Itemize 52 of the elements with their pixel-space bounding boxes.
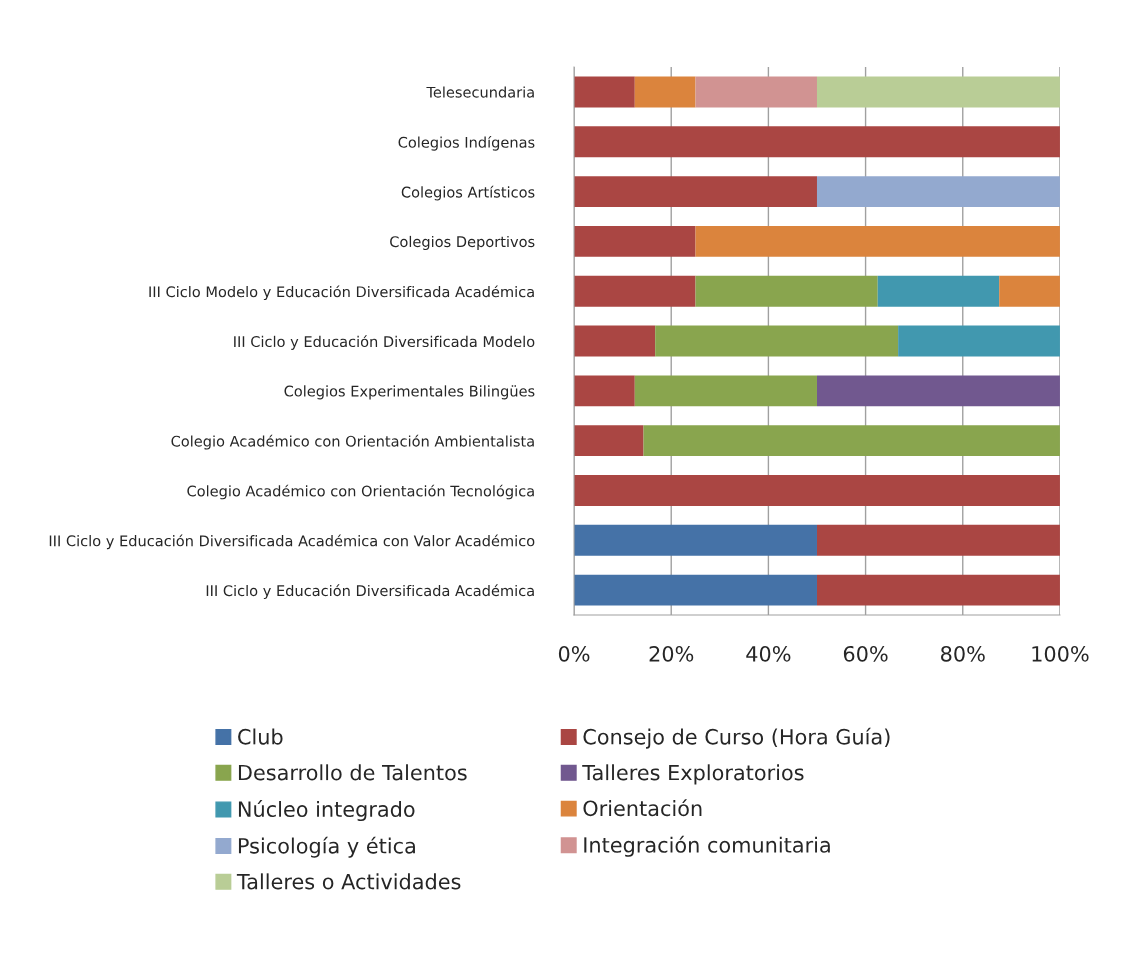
bar bbox=[816, 574, 1060, 606]
x-tick-label: 40% bbox=[746, 645, 791, 662]
y-tick-label: Colegios Deportivos bbox=[390, 235, 535, 250]
bar bbox=[574, 524, 817, 556]
bar bbox=[898, 325, 1060, 357]
bar bbox=[695, 225, 1060, 257]
bar bbox=[574, 475, 1060, 506]
bar bbox=[695, 76, 817, 108]
y-tick-label: Colegios Experimentales Bilingües bbox=[284, 385, 535, 400]
y-tick-label: Colegio Académico con Orientación Tecnológica bbox=[187, 484, 534, 500]
bar bbox=[816, 76, 1060, 108]
y-tick-label: Colegios Indígenas bbox=[398, 135, 535, 151]
bar bbox=[634, 375, 817, 407]
y-tick-label: III Ciclo y Educación Diversificada Académica con Valor Académico bbox=[49, 534, 535, 550]
x-tick-label: 100% bbox=[1032, 645, 1089, 662]
y-tick-label: III Ciclo Modelo y Educación Diversificada Académica bbox=[149, 285, 534, 301]
bar bbox=[816, 524, 1060, 556]
x-tick-label: 20% bbox=[649, 645, 694, 662]
y-tick-label: Colegio Académico con Orientación Ambientalista bbox=[171, 434, 534, 450]
bar bbox=[816, 375, 1060, 407]
bar bbox=[574, 76, 635, 108]
legend-label: Talleres Exploratorios bbox=[582, 764, 804, 785]
bar bbox=[999, 275, 1060, 307]
bar bbox=[574, 126, 1060, 158]
legend-label: Club bbox=[238, 728, 283, 745]
legend-label: Psicología y ética bbox=[238, 836, 415, 858]
legend-label: Orientación bbox=[583, 799, 702, 817]
bar bbox=[877, 275, 1000, 307]
legend-label: Integración comunitaria bbox=[584, 835, 830, 857]
bar bbox=[574, 275, 696, 307]
bar bbox=[574, 325, 656, 357]
legend-label: Desarrollo de Talentos bbox=[238, 764, 467, 781]
legend-label: Consejo de Curso (Hora Guía) bbox=[583, 727, 890, 749]
bar bbox=[655, 325, 899, 357]
y-tick-label: Colegios Artísticos bbox=[401, 185, 535, 201]
bar bbox=[634, 76, 696, 108]
bar bbox=[574, 574, 817, 606]
legend-label: Núcleo integrado bbox=[238, 800, 415, 822]
bar bbox=[574, 425, 644, 457]
bar bbox=[695, 275, 878, 307]
bar bbox=[816, 176, 1060, 208]
legend-label: Talleres o Actividades bbox=[236, 873, 461, 890]
bar bbox=[643, 425, 1060, 457]
y-tick-label: III Ciclo y Educación Diversificada Modelo bbox=[234, 335, 535, 350]
bar bbox=[574, 176, 817, 208]
x-tick-label: 0% bbox=[558, 645, 590, 662]
y-tick-label: III Ciclo y Educación Diversificada Académica bbox=[206, 584, 534, 599]
bar bbox=[574, 225, 696, 257]
x-tick-label: 60% bbox=[843, 645, 888, 662]
x-tick-label: 80% bbox=[941, 645, 985, 662]
y-tick-label: Telesecundaria bbox=[426, 86, 534, 98]
bar bbox=[574, 375, 635, 407]
